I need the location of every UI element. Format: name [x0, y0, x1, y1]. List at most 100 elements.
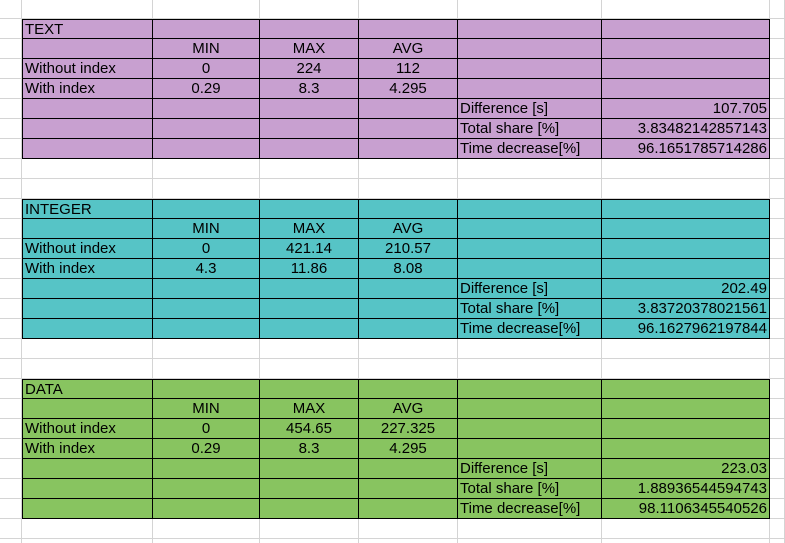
cell[interactable] — [0, 319, 22, 339]
section-title-cell[interactable]: TEXT — [22, 19, 153, 39]
cell[interactable] — [359, 0, 458, 19]
cell[interactable] — [0, 59, 22, 79]
stat-value-cell[interactable]: 96.1627962197844 — [602, 319, 770, 339]
cell[interactable] — [153, 19, 260, 39]
cell[interactable] — [602, 39, 770, 59]
cell[interactable] — [0, 159, 22, 179]
value-cell[interactable]: 4.295 — [359, 79, 458, 99]
cell[interactable] — [359, 379, 458, 399]
value-cell[interactable]: 4.3 — [153, 259, 260, 279]
cell[interactable] — [602, 19, 770, 39]
cell[interactable] — [0, 379, 22, 399]
cell[interactable] — [602, 239, 770, 259]
stat-label-cell[interactable]: Difference [s] — [458, 279, 602, 299]
value-cell[interactable]: 421.14 — [260, 239, 359, 259]
cell[interactable] — [770, 199, 785, 219]
cell[interactable] — [260, 519, 359, 539]
cell[interactable] — [770, 479, 785, 499]
cell[interactable] — [770, 419, 785, 439]
cell[interactable] — [359, 499, 458, 519]
cell[interactable] — [153, 319, 260, 339]
value-cell[interactable]: 224 — [260, 59, 359, 79]
cell[interactable] — [0, 119, 22, 139]
cell[interactable] — [602, 159, 770, 179]
cell[interactable] — [770, 19, 785, 39]
cell[interactable] — [0, 19, 22, 39]
cell[interactable] — [22, 219, 153, 239]
stat-value-cell[interactable]: 96.1651785714286 — [602, 139, 770, 159]
cell[interactable] — [359, 179, 458, 199]
cell[interactable] — [770, 359, 785, 379]
stat-label-cell[interactable]: Total share [%] — [458, 119, 602, 139]
column-header-cell[interactable]: AVG — [359, 39, 458, 59]
cell[interactable] — [260, 459, 359, 479]
cell[interactable] — [260, 359, 359, 379]
stat-value-cell[interactable]: 98.1106345540526 — [602, 499, 770, 519]
row-label-cell[interactable]: With index — [22, 259, 153, 279]
cell[interactable] — [458, 0, 602, 19]
value-cell[interactable]: 0.29 — [153, 79, 260, 99]
cell[interactable] — [0, 459, 22, 479]
cell[interactable] — [770, 79, 785, 99]
cell[interactable] — [0, 239, 22, 259]
cell[interactable] — [0, 99, 22, 119]
stat-label-cell[interactable]: Difference [s] — [458, 459, 602, 479]
cell[interactable] — [602, 359, 770, 379]
cell[interactable] — [0, 499, 22, 519]
cell[interactable] — [602, 519, 770, 539]
stat-value-cell[interactable]: 3.83482142857143 — [602, 119, 770, 139]
cell[interactable] — [153, 99, 260, 119]
cell[interactable] — [770, 219, 785, 239]
cell[interactable] — [153, 119, 260, 139]
cell[interactable] — [770, 139, 785, 159]
cell[interactable] — [770, 539, 785, 543]
section-title-cell[interactable]: INTEGER — [22, 199, 153, 219]
cell[interactable] — [770, 179, 785, 199]
value-cell[interactable]: 112 — [359, 59, 458, 79]
cell[interactable] — [458, 539, 602, 543]
cell[interactable] — [0, 139, 22, 159]
stat-label-cell[interactable]: Total share [%] — [458, 479, 602, 499]
cell[interactable] — [153, 459, 260, 479]
cell[interactable] — [770, 159, 785, 179]
cell[interactable] — [22, 159, 153, 179]
cell[interactable] — [602, 379, 770, 399]
cell[interactable] — [22, 399, 153, 419]
cell[interactable] — [22, 339, 153, 359]
cell[interactable] — [602, 339, 770, 359]
cell[interactable] — [22, 179, 153, 199]
cell[interactable] — [359, 299, 458, 319]
stat-value-cell[interactable]: 107.705 — [602, 99, 770, 119]
cell[interactable] — [153, 299, 260, 319]
cell[interactable] — [260, 19, 359, 39]
stat-label-cell[interactable]: Total share [%] — [458, 299, 602, 319]
cell[interactable] — [0, 399, 22, 419]
cell[interactable] — [260, 299, 359, 319]
value-cell[interactable]: 0 — [153, 419, 260, 439]
cell[interactable] — [458, 59, 602, 79]
cell[interactable] — [260, 119, 359, 139]
cell[interactable] — [602, 439, 770, 459]
cell[interactable] — [602, 399, 770, 419]
cell[interactable] — [602, 199, 770, 219]
cell[interactable] — [0, 339, 22, 359]
cell[interactable] — [458, 259, 602, 279]
cell[interactable] — [22, 0, 153, 19]
cell[interactable] — [153, 499, 260, 519]
cell[interactable] — [0, 259, 22, 279]
cell[interactable] — [770, 519, 785, 539]
stat-label-cell[interactable]: Time decrease[%] — [458, 139, 602, 159]
cell[interactable] — [770, 59, 785, 79]
cell[interactable] — [458, 439, 602, 459]
section-title-cell[interactable]: DATA — [22, 379, 153, 399]
stat-value-cell[interactable]: 3.83720378021561 — [602, 299, 770, 319]
cell[interactable] — [359, 359, 458, 379]
cell[interactable] — [0, 439, 22, 459]
cell[interactable] — [770, 99, 785, 119]
cell[interactable] — [770, 319, 785, 339]
cell[interactable] — [22, 299, 153, 319]
row-label-cell[interactable]: With index — [22, 439, 153, 459]
cell[interactable] — [458, 19, 602, 39]
cell[interactable] — [260, 199, 359, 219]
cell[interactable] — [602, 219, 770, 239]
